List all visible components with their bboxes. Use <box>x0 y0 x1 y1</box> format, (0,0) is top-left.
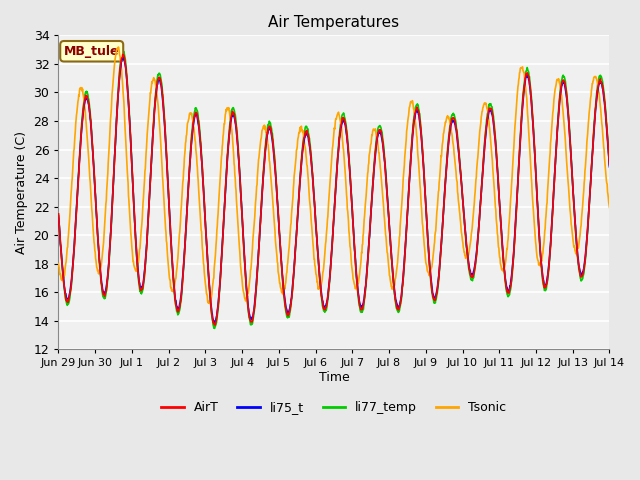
Y-axis label: Air Temperature (C): Air Temperature (C) <box>15 131 28 254</box>
Text: MB_tule: MB_tule <box>64 45 120 58</box>
X-axis label: Time: Time <box>319 371 349 384</box>
Title: Air Temperatures: Air Temperatures <box>268 15 399 30</box>
Legend: AirT, li75_t, li77_temp, Tsonic: AirT, li75_t, li77_temp, Tsonic <box>156 396 511 420</box>
